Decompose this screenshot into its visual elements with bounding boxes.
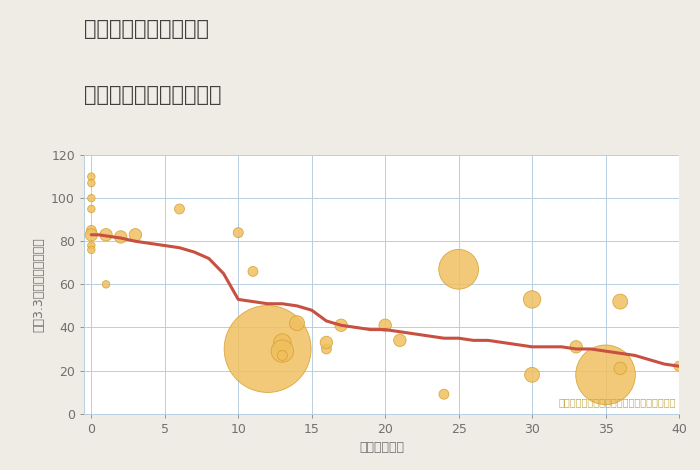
Point <box>100 231 111 239</box>
Point <box>673 362 685 370</box>
Point <box>85 246 97 254</box>
Point <box>85 195 97 202</box>
Point <box>262 345 273 352</box>
Text: 築年数別中古戸建て価格: 築年数別中古戸建て価格 <box>84 85 221 105</box>
Point <box>85 231 97 239</box>
Point <box>526 296 538 303</box>
Point <box>615 298 626 306</box>
Point <box>615 365 626 372</box>
Point <box>100 281 111 288</box>
Point <box>85 205 97 213</box>
Point <box>115 233 126 241</box>
Point <box>438 391 449 398</box>
Y-axis label: 坪（3.3㎡）単価（万円）: 坪（3.3㎡）単価（万円） <box>32 237 46 332</box>
Point <box>276 347 288 355</box>
Point <box>526 371 538 379</box>
Point <box>379 321 391 329</box>
Point <box>291 320 302 327</box>
Point <box>600 371 611 379</box>
Point <box>570 343 582 351</box>
Point <box>174 205 185 213</box>
Point <box>276 352 288 359</box>
Point <box>394 337 405 344</box>
Point <box>247 267 258 275</box>
Point <box>321 345 332 352</box>
Point <box>276 339 288 346</box>
Point <box>232 229 244 236</box>
Point <box>335 321 346 329</box>
Text: 兵庫県姫路市吉田町の: 兵庫県姫路市吉田町の <box>84 19 209 39</box>
Point <box>85 227 97 234</box>
Text: 円の大きさは、取引のあった物件面積を示す: 円の大きさは、取引のあった物件面積を示す <box>559 397 676 407</box>
Point <box>453 266 464 273</box>
Point <box>130 231 141 239</box>
Point <box>321 339 332 346</box>
Point <box>85 173 97 180</box>
Point <box>85 180 97 187</box>
Point <box>85 242 97 249</box>
X-axis label: 築年数（年）: 築年数（年） <box>359 441 404 454</box>
